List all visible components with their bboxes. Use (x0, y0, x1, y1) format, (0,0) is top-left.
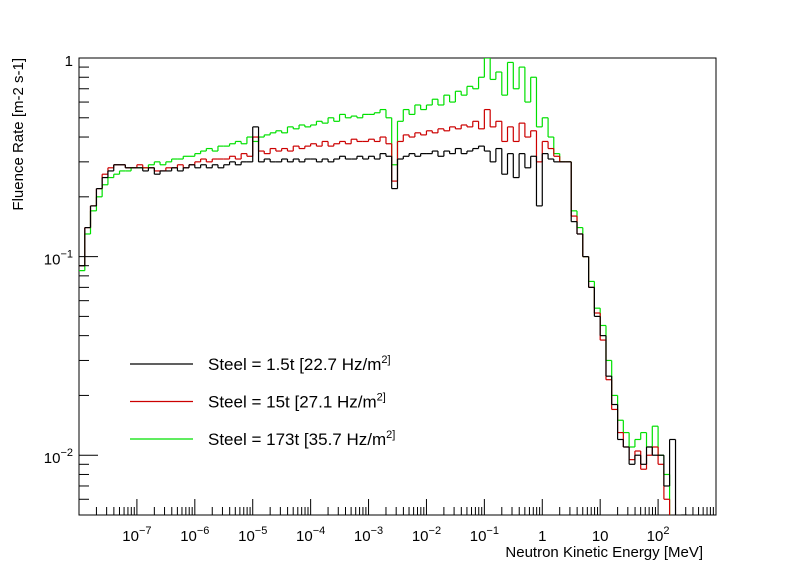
y-tick-label: 10−2 (44, 447, 73, 467)
legend-label: Steel = 15t [27.1 Hz/m2] (208, 392, 386, 412)
x-tick-label: 10−5 (238, 525, 267, 545)
y-tick-label: 10−1 (44, 249, 73, 269)
legend-label: Steel = 173t [35.7 Hz/m2] (208, 429, 395, 449)
plot-frame (78, 57, 717, 516)
step-connector (84, 58, 671, 515)
x-tick-label: 10−1 (470, 525, 499, 545)
x-tick-label: 10−3 (354, 525, 383, 545)
x-tick-label: 1 (538, 528, 546, 545)
step-connector (84, 126, 688, 515)
x-tick-label: 10−4 (296, 525, 325, 545)
y-tick-label: 1 (65, 53, 73, 70)
x-tick-label: 10−2 (412, 525, 441, 545)
histograms (79, 58, 688, 515)
x-tick-label: 10 (592, 528, 609, 545)
x-tick-label: 10−6 (180, 525, 209, 545)
x-axis-label: Neutron Kinetic Energy [MeV] (505, 544, 703, 561)
y-axis-label: Fluence Rate [m-2 s-1] (10, 58, 27, 211)
x-tick-label: 10−7 (122, 525, 151, 545)
legend-label: Steel = 1.5t [22.7 Hz/m2] (208, 354, 391, 374)
x-tick-label: 102 (647, 525, 670, 545)
